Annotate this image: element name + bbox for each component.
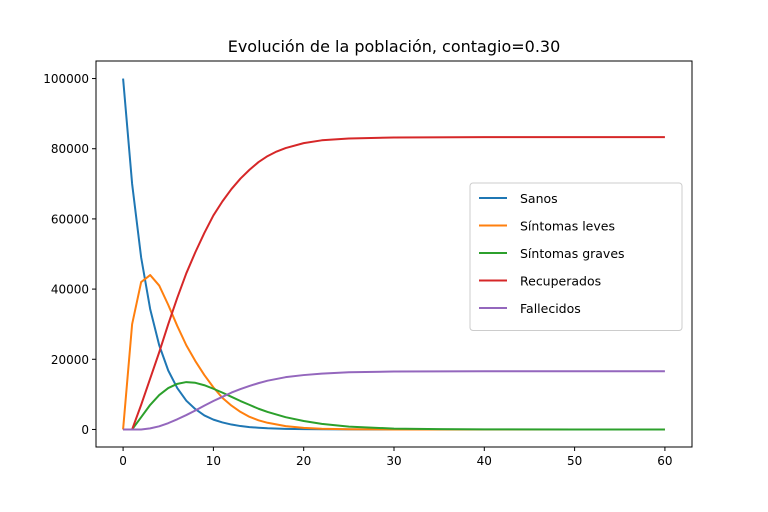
chart-title: Evolución de la población, contagio=0.30 bbox=[228, 37, 561, 56]
x-tick-label: 40 bbox=[477, 454, 492, 468]
legend-label: Sanos bbox=[520, 191, 558, 206]
y-tick-label: 80000 bbox=[51, 142, 89, 156]
x-tick-label: 30 bbox=[386, 454, 401, 468]
x-tick-label: 20 bbox=[296, 454, 311, 468]
x-tick-label: 60 bbox=[657, 454, 672, 468]
y-tick-label: 60000 bbox=[51, 212, 89, 226]
legend-box bbox=[469, 182, 683, 331]
legend-label: Recuperados bbox=[520, 274, 601, 289]
x-tick-label: 10 bbox=[206, 454, 221, 468]
series-line-sintomas-leves bbox=[122, 274, 665, 431]
legend: Sanos Síntomas leves Síntomas graves Recupe… bbox=[469, 182, 683, 331]
legend-label: Síntomas graves bbox=[520, 246, 625, 261]
x-axis: 0 10 20 30 40 50 60 bbox=[119, 447, 673, 468]
series-line-fallecidos bbox=[123, 370, 665, 431]
x-tick-label: 0 bbox=[119, 454, 127, 468]
series-line-recuperados bbox=[123, 136, 665, 431]
x-tick-label: 50 bbox=[567, 454, 582, 468]
y-tick-label: 40000 bbox=[51, 283, 89, 297]
y-tick-label: 20000 bbox=[51, 353, 89, 367]
y-axis: 0 20000 40000 60000 80000 100000 bbox=[43, 72, 96, 437]
y-tick-label: 0 bbox=[81, 423, 89, 437]
series-line-sintomas-graves bbox=[123, 381, 665, 431]
series-lines bbox=[122, 78, 665, 431]
legend-label: Síntomas leves bbox=[520, 219, 615, 234]
plot-frame bbox=[95, 60, 693, 448]
y-tick-label: 100000 bbox=[43, 72, 89, 86]
legend-label: Fallecidos bbox=[520, 301, 581, 316]
